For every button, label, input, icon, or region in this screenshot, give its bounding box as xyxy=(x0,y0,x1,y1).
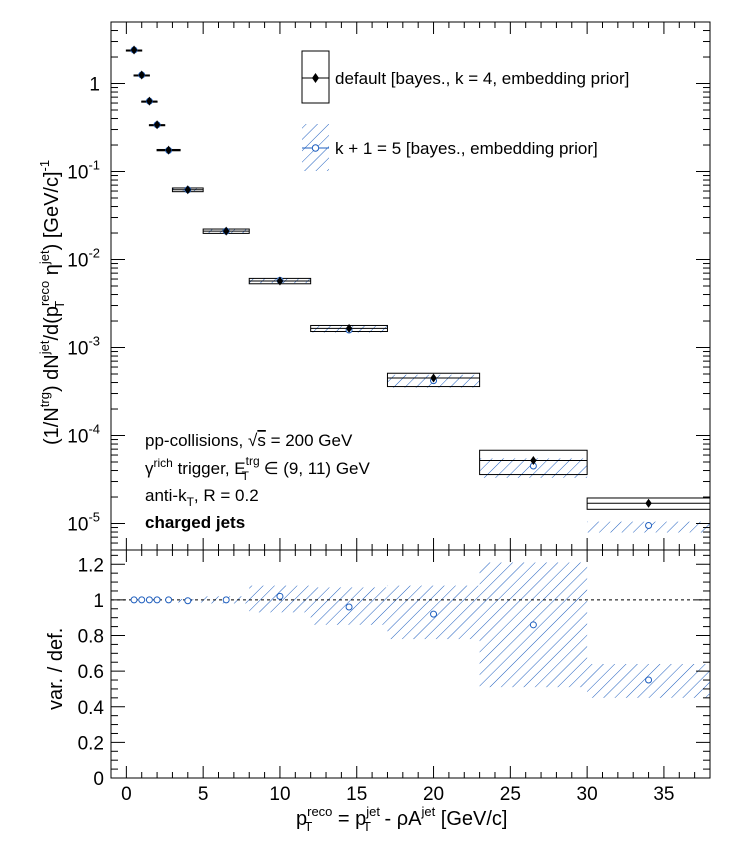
bottom-y-tick-label-2: 0.4 xyxy=(78,698,105,719)
legend-default-label: default [bayes., k = 4, embedding prior] xyxy=(335,69,629,88)
bottom-ratio-point-0 xyxy=(130,596,138,604)
bottom-ratio-point-1 xyxy=(138,596,146,604)
top-default-point-7 xyxy=(276,276,284,286)
top-y-tick-label-2: 10-3 xyxy=(67,334,100,360)
bottom-ratio-point-6 xyxy=(222,596,230,604)
top-default-point-1 xyxy=(138,70,145,80)
bottom-ratio-point-10 xyxy=(529,621,537,629)
bottom-ratio-point-5 xyxy=(184,597,192,605)
top-default-point-2 xyxy=(146,96,153,106)
legend: default [bayes., k = 4, embedding prior]… xyxy=(301,50,629,171)
x-tick-label-25: 25 xyxy=(500,784,521,805)
top-variation-point-11 xyxy=(645,521,653,529)
top-y-tick-label-1: 10-4 xyxy=(67,422,100,448)
bottom-x-ticks: 0 5 10 15 20 25 30 35 xyxy=(121,550,711,805)
top-x-ticks xyxy=(125,22,711,550)
top-default-box-9 xyxy=(386,372,481,388)
bottom-y-ticks: 0 0.2 0.4 0.6 0.8 1 1.2 xyxy=(78,554,710,790)
x-tick-label-10: 10 xyxy=(269,784,290,805)
bottom-ratio-point-4 xyxy=(165,596,173,604)
top-default-point-9 xyxy=(430,373,437,383)
bottom-y-tick-label-3: 0.6 xyxy=(78,662,104,683)
bottom-ratio-point-11 xyxy=(645,676,653,684)
legend-default-box xyxy=(301,50,330,104)
x-tick-label-15: 15 xyxy=(346,784,367,805)
top-default-point-4 xyxy=(165,145,172,155)
top-y-ticks: 10-5 10-4 10-3 10-2 10-1 1 xyxy=(67,21,710,544)
x-axis-label: preco T = pjet T - ρAjet [GeV/c] xyxy=(296,804,507,834)
top-default-point-6 xyxy=(222,226,230,236)
bottom-ratio-point-8 xyxy=(345,603,353,611)
legend-default-marker xyxy=(312,73,319,83)
bottom-ratio-bands xyxy=(126,562,710,698)
annotation-trigger: γrich trigger, Etrg T ∈ (9, 11) GeV xyxy=(145,454,370,483)
bottom-ratio-point-7 xyxy=(276,592,284,600)
bottom-ratio-point-9 xyxy=(430,610,438,618)
top-default-point-0 xyxy=(130,45,138,55)
top-default-box-10 xyxy=(479,449,588,476)
bottom-ratio-points xyxy=(130,592,653,684)
annotation-charged-jets: charged jets xyxy=(145,513,245,532)
bottom-y-axis-label: var. / def. xyxy=(45,628,67,710)
top-y-tick-label-5: 1 xyxy=(89,75,100,96)
bottom-y-tick-label-4: 0.8 xyxy=(78,627,104,648)
top-y-tick-label-4: 10-1 xyxy=(67,158,100,184)
bottom-y-tick-label-5: 1 xyxy=(93,591,104,612)
top-y-tick-label-3: 10-2 xyxy=(67,246,100,272)
legend-variation-label: k + 1 = 5 [bayes., embedding prior] xyxy=(335,139,598,158)
top-default-point-8 xyxy=(345,323,353,333)
top-default-point-3 xyxy=(153,120,161,130)
annotation-collisions: pp-collisions, √s = 200 GeV xyxy=(145,431,353,450)
bottom-ratio-point-2 xyxy=(145,596,153,604)
x-tick-label-35: 35 xyxy=(653,784,674,805)
bottom-ratio-point-3 xyxy=(153,596,161,604)
top-default-point-11 xyxy=(645,498,652,508)
top-default-point-5 xyxy=(184,185,191,195)
top-y-axis-label: (1/Ntrg) dNjet/d(precoT ηjet) [GeV/c]-1 xyxy=(37,160,67,445)
annotation-algorithm: anti-kT, R = 0.2 xyxy=(145,486,259,509)
legend-variation-marker xyxy=(311,144,320,152)
x-tick-label-0: 0 xyxy=(121,784,132,805)
top-data-points xyxy=(130,45,653,529)
bottom-y-tick-label-6: 1.2 xyxy=(78,555,104,576)
top-default-point-10 xyxy=(530,456,537,466)
x-tick-label-5: 5 xyxy=(198,784,209,805)
x-tick-label-20: 20 xyxy=(423,784,444,805)
bottom-y-tick-label-1: 0.2 xyxy=(78,733,104,754)
bottom-y-tick-label-0: 0 xyxy=(93,769,104,790)
top-y-tick-label-0: 10-5 xyxy=(67,510,100,536)
x-tick-label-30: 30 xyxy=(577,784,598,805)
annotation-block: pp-collisions, √s = 200 GeV γrich trigge… xyxy=(145,431,370,532)
